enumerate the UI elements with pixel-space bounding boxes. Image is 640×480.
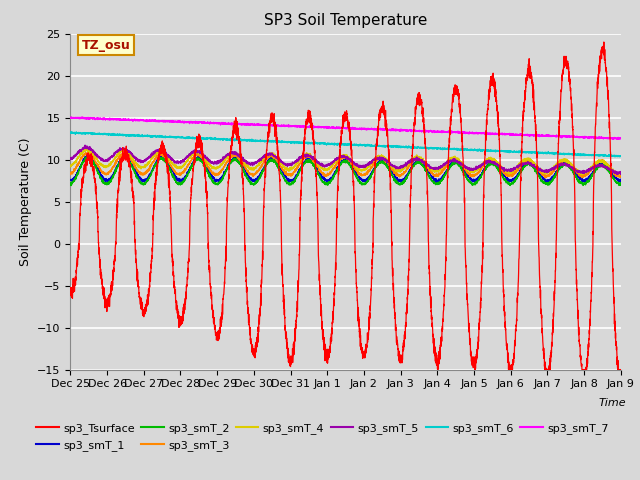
Text: TZ_osu: TZ_osu — [81, 39, 130, 52]
Y-axis label: Soil Temperature (C): Soil Temperature (C) — [19, 137, 32, 266]
Legend: sp3_Tsurface, sp3_smT_1, sp3_smT_2, sp3_smT_3, sp3_smT_4, sp3_smT_5, sp3_smT_6, : sp3_Tsurface, sp3_smT_1, sp3_smT_2, sp3_… — [32, 419, 613, 455]
Text: Time: Time — [598, 398, 627, 408]
Title: SP3 Soil Temperature: SP3 Soil Temperature — [264, 13, 428, 28]
